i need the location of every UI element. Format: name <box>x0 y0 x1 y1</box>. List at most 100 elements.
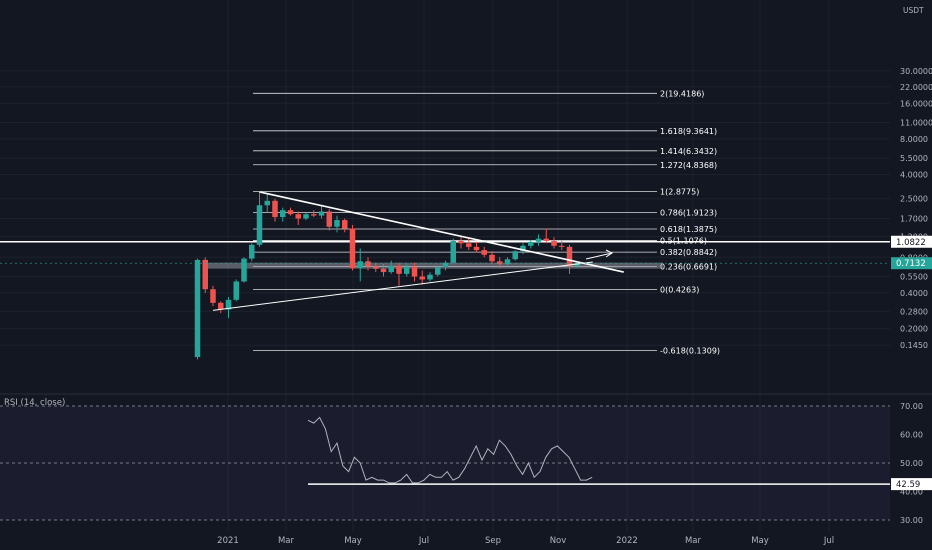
candle-body <box>520 245 526 252</box>
candle-body <box>194 259 201 358</box>
candle-body <box>287 210 294 215</box>
candle-body <box>551 240 557 246</box>
candle-body <box>326 211 332 227</box>
time-tick-label: May <box>751 536 769 546</box>
candle-body <box>318 211 325 216</box>
rsi-tick-label: 60.00 <box>900 431 923 440</box>
support-zone <box>203 262 663 269</box>
candle-body <box>458 240 464 244</box>
fib-level-label: 1.414(6.3432) <box>660 147 717 156</box>
horizontal-line-tag <box>891 235 932 248</box>
candle-body <box>295 214 301 219</box>
time-tick-label: 2022 <box>616 536 638 546</box>
rsi-series <box>307 416 890 485</box>
time-tick-label: Sep <box>485 536 501 546</box>
price-tick-label: 0.5500 <box>900 273 928 282</box>
candle-body <box>272 200 278 218</box>
price-tags: 1.0822 0.7132 42.59 <box>0 235 932 491</box>
time-tick-label: Jul <box>418 536 429 546</box>
price-axis[interactable]: 30.0000 22.0000 16.0000 11.0000 8.0000 5.5000… <box>900 67 932 350</box>
price-tick-label: 0.2000 <box>900 325 928 334</box>
price-tick-label: 4.0000 <box>900 171 928 180</box>
candle-body <box>427 274 433 280</box>
fib-level-label: 2(19.4186) <box>660 89 704 98</box>
price-tick-label: 2.5000 <box>900 195 928 204</box>
trendlines <box>212 191 624 311</box>
candle-body <box>241 258 247 282</box>
candle-body <box>574 263 580 267</box>
candle-body <box>210 289 216 303</box>
trendline-descending <box>259 191 624 273</box>
rsi-level-tag-text: 42.59 <box>896 480 920 490</box>
candlestick-series <box>194 191 580 360</box>
candle-body <box>233 281 239 300</box>
rsi-tick-label: 70.00 <box>900 402 923 411</box>
last-price-tag-text: 0.7132 <box>896 259 926 269</box>
time-tick-label: Mar <box>685 536 702 546</box>
rsi-panel-background <box>0 405 890 521</box>
price-tick-label: 30.0000 <box>900 67 932 76</box>
fib-level-label: 0.382(0.8842) <box>660 248 717 257</box>
fib-level-label: 0.236(0.6691) <box>660 262 717 271</box>
candle-body <box>450 240 456 263</box>
candle-body <box>466 243 472 247</box>
horizontal-line-tag-text: 1.0822 <box>896 238 926 248</box>
candle-body <box>559 245 565 247</box>
candle-body <box>489 254 495 262</box>
trendline-ascending <box>212 261 593 311</box>
price-tick-label: 5.5000 <box>900 154 928 163</box>
time-tick-label: May <box>344 536 362 546</box>
candle-body <box>512 251 518 260</box>
price-tick-label: 1.7000 <box>900 215 928 224</box>
last-price-tag <box>891 257 932 270</box>
candle-body <box>264 200 270 206</box>
price-tick-label: 8.0000 <box>900 135 928 144</box>
time-axis[interactable]: 2021 Mar May Jul Sep Nov 2022 Mar May Jul <box>217 536 834 546</box>
candle-body <box>543 238 549 241</box>
support-zone-band <box>203 262 663 269</box>
price-tick-label: 0.1450 <box>900 341 928 350</box>
candle-body <box>411 267 418 277</box>
arrow-annotation <box>585 249 613 260</box>
fib-level-label: 0.786(1.9123) <box>660 208 717 217</box>
fib-level-label: 1(2.8775) <box>660 187 699 196</box>
candle-body <box>566 246 573 267</box>
rsi-tick-label: 50.00 <box>900 459 923 468</box>
fib-level-label: 0(0.4263) <box>660 286 699 295</box>
price-tick-label: 0.4000 <box>900 289 928 298</box>
grid-lines <box>0 0 932 532</box>
fib-level-label: 1.272(4.8368) <box>660 161 717 170</box>
fib-level-label: -0.618(0.1309) <box>660 346 720 355</box>
candle-body <box>481 250 487 255</box>
time-tick-label: 2021 <box>217 536 239 546</box>
candle-body <box>404 267 410 274</box>
time-tick-label: Nov <box>550 536 567 546</box>
quote-currency-label: USDT <box>903 6 924 15</box>
rsi-line <box>307 416 593 484</box>
candle-body <box>225 299 232 310</box>
candle-body <box>504 259 511 265</box>
fib-level-label: 0.618(1.3875) <box>660 225 717 234</box>
candle-body <box>535 238 542 242</box>
rsi-tick-label: 40.00 <box>900 488 923 497</box>
candle-body <box>396 265 402 274</box>
rsi-axis[interactable]: 70.00 60.00 50.00 40.00 30.00 <box>900 402 923 525</box>
candle-body <box>380 268 387 273</box>
candle-body <box>442 262 449 268</box>
price-tick-label: 11.0000 <box>900 119 932 128</box>
fib-level-label: 1.618(9.3641) <box>660 127 717 136</box>
candle-body <box>419 276 425 280</box>
rsi-level-tag <box>891 478 932 491</box>
candle-body <box>280 210 286 218</box>
candle-body <box>202 259 208 290</box>
rsi-title[interactable]: RSI (14, close) <box>4 398 65 408</box>
candle-body <box>342 220 348 229</box>
price-tick-label: 0.2800 <box>900 307 928 316</box>
time-tick-label: Mar <box>278 536 295 546</box>
rsi-tick-label: 30.00 <box>900 516 923 525</box>
candle-body <box>435 267 441 275</box>
candle-body <box>349 228 356 268</box>
